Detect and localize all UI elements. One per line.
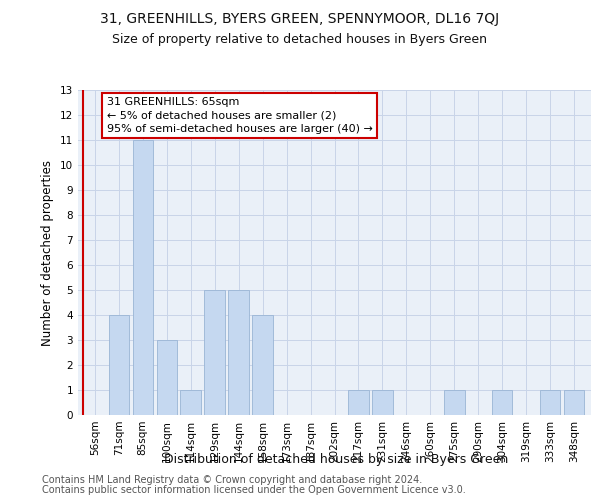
Y-axis label: Number of detached properties: Number of detached properties	[41, 160, 55, 346]
Text: Distribution of detached houses by size in Byers Green: Distribution of detached houses by size …	[164, 452, 508, 466]
Bar	[348, 390, 368, 415]
Bar	[229, 290, 249, 415]
Bar	[133, 140, 153, 415]
Text: Size of property relative to detached houses in Byers Green: Size of property relative to detached ho…	[113, 32, 487, 46]
Text: 31, GREENHILLS, BYERS GREEN, SPENNYMOOR, DL16 7QJ: 31, GREENHILLS, BYERS GREEN, SPENNYMOOR,…	[100, 12, 500, 26]
Text: Contains HM Land Registry data © Crown copyright and database right 2024.: Contains HM Land Registry data © Crown c…	[42, 475, 422, 485]
Text: 31 GREENHILLS: 65sqm
← 5% of detached houses are smaller (2)
95% of semi-detache: 31 GREENHILLS: 65sqm ← 5% of detached ho…	[107, 98, 373, 134]
Bar	[444, 390, 464, 415]
Bar	[492, 390, 512, 415]
Bar	[109, 315, 129, 415]
Bar	[540, 390, 560, 415]
Text: Contains public sector information licensed under the Open Government Licence v3: Contains public sector information licen…	[42, 485, 466, 495]
Bar	[253, 315, 273, 415]
Bar	[564, 390, 584, 415]
Bar	[205, 290, 225, 415]
Bar	[181, 390, 201, 415]
Bar	[372, 390, 392, 415]
Bar	[157, 340, 177, 415]
